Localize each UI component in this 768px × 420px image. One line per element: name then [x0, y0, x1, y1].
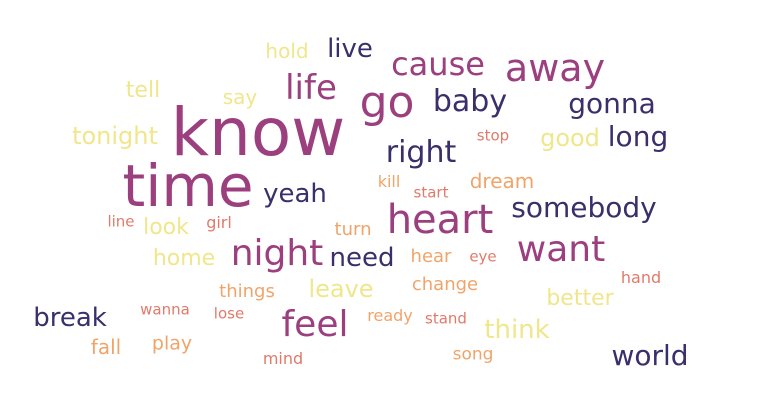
word-line: line — [107, 212, 135, 231]
word-mind: mind — [262, 349, 304, 368]
word-fall: fall — [90, 335, 122, 359]
word-play: play — [151, 332, 193, 355]
word-change: change — [411, 274, 479, 295]
word-girl: girl — [206, 213, 232, 232]
word-wanna: wanna — [140, 300, 190, 319]
word-kill: kill — [377, 172, 401, 191]
word-baby: baby — [432, 84, 508, 119]
word-break: break — [33, 303, 107, 333]
word-lose: lose — [213, 304, 245, 323]
word-ready: ready — [367, 306, 413, 325]
word-gonna: gonna — [568, 87, 656, 120]
word-stand: stand — [425, 309, 467, 328]
word-need: need — [329, 243, 395, 273]
word-eye: eye — [469, 247, 497, 266]
word-good: good — [540, 124, 600, 152]
word-hold: hold — [265, 39, 309, 63]
word-cause: cause — [391, 45, 485, 83]
word-yeah: yeah — [263, 179, 327, 209]
word-start: start — [413, 183, 449, 202]
word-stop: stop — [476, 126, 510, 145]
word-think: think — [484, 315, 550, 345]
word-go: go — [359, 77, 415, 128]
word-tell: tell — [125, 78, 161, 103]
word-leave: leave — [308, 275, 374, 303]
word-somebody: somebody — [511, 191, 657, 224]
word-turn: turn — [334, 219, 372, 240]
word-tonight: tonight — [72, 122, 158, 150]
word-look: look — [143, 215, 189, 240]
word-home: home — [152, 246, 216, 271]
word-things: things — [219, 281, 275, 302]
word-know: know — [170, 94, 346, 171]
word-night: night — [230, 233, 324, 274]
word-long: long — [607, 120, 669, 153]
word-hand: hand — [620, 268, 662, 287]
word-hear: hear — [410, 246, 452, 267]
word-song: song — [452, 344, 494, 365]
word-away: away — [504, 46, 606, 90]
word-life: life — [285, 68, 337, 108]
word-better: better — [546, 286, 614, 311]
word-world: world — [611, 339, 689, 372]
word-feel: feel — [281, 304, 349, 345]
word-want: want — [516, 229, 606, 270]
word-dream: dream — [469, 169, 535, 193]
word-live: live — [327, 34, 373, 64]
word-heart: heart — [386, 197, 494, 243]
word-time: time — [122, 152, 254, 220]
word-right: right — [385, 135, 457, 170]
word-say: say — [222, 85, 258, 109]
